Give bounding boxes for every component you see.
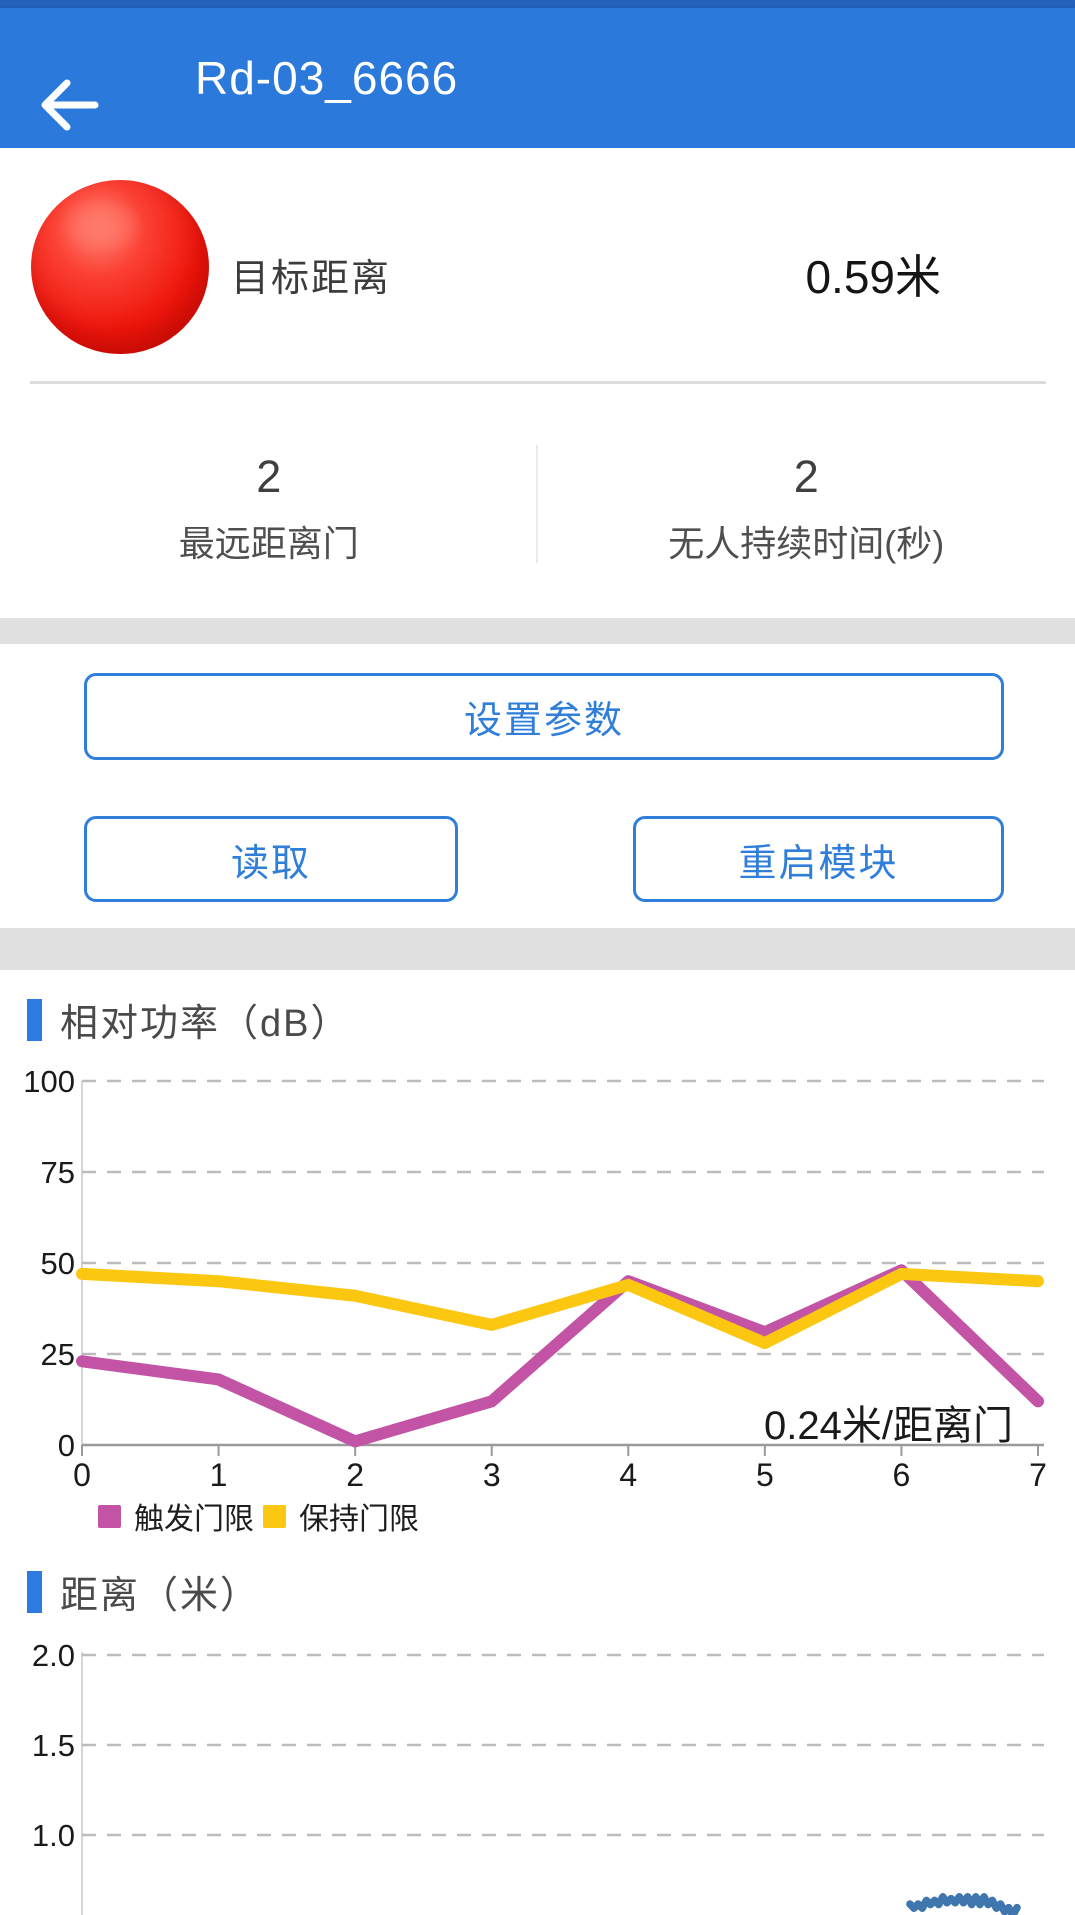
power-chart: 0 25 50 75 100 0 1 2 3 4 5 6 7 0.24米/距离门	[23, 1064, 1047, 1493]
legend-swatch	[263, 1504, 286, 1528]
page-title: Rd-03_6666	[195, 52, 459, 104]
power-chart-title: 相对功率（dB）	[27, 992, 350, 1047]
section-separator	[0, 618, 1075, 644]
stat-max-gate: 2 最远距离门	[0, 420, 538, 618]
y-tick-label: 75	[41, 1155, 75, 1190]
x-tick-label: 6	[893, 1457, 911, 1493]
y-tick-label: 2.0	[32, 1640, 75, 1673]
y-tick-label: 25	[41, 1337, 75, 1372]
presence-indicator-light	[31, 180, 209, 354]
read-button[interactable]: 读取	[84, 816, 458, 902]
legend-item-触发门限: 触发门限	[98, 1494, 254, 1538]
divider	[30, 381, 1046, 384]
stat-unmanned-duration: 2 无人持续时间(秒)	[538, 420, 1075, 618]
chart-legend: 触发门限 保持门限	[98, 1494, 419, 1538]
set-params-button[interactable]: 设置参数	[84, 673, 1004, 760]
x-tick-label: 0	[73, 1457, 91, 1493]
x-tick-label: 4	[619, 1457, 637, 1493]
stat-value: 2	[256, 451, 282, 502]
x-tick-label: 7	[1029, 1457, 1047, 1493]
title-accent-bar	[27, 998, 42, 1041]
title-accent-bar	[27, 1570, 42, 1613]
y-tick-label: 100	[23, 1064, 75, 1099]
series-距离	[906, 1893, 1021, 1915]
y-tick-label: 50	[41, 1246, 75, 1281]
actions-section: 设置参数 读取 重启模块	[0, 644, 1075, 928]
target-section: 目标距离 0.59米	[0, 148, 1075, 420]
y-tick-label: 1.0	[32, 1818, 75, 1853]
legend-item-保持门限: 保持门限	[263, 1494, 419, 1538]
x-tick-label: 3	[483, 1457, 501, 1493]
x-tick-label: 1	[210, 1457, 228, 1493]
y-tick-label: 0	[58, 1428, 75, 1463]
legend-swatch	[98, 1504, 121, 1528]
section-separator	[0, 928, 1075, 970]
series-保持门限	[76, 1267, 1044, 1350]
legend-label: 触发门限	[134, 1503, 254, 1536]
target-distance-value: 0.59米	[805, 251, 941, 303]
vertical-divider	[536, 445, 538, 563]
distance-chart-title: 距离（米）	[27, 1564, 260, 1619]
stats-section: 2 最远距离门 2 无人持续时间(秒)	[0, 420, 1075, 618]
stat-value: 2	[793, 451, 819, 502]
restart-module-button[interactable]: 重启模块	[633, 816, 1004, 902]
gate-resolution-annotation: 0.24米/距离门	[764, 1404, 1013, 1448]
chart-title-text: 距离（米）	[60, 1575, 261, 1617]
back-button[interactable]	[38, 36, 114, 131]
legend-label: 保持门限	[299, 1503, 419, 1536]
y-tick-label: 1.5	[32, 1728, 75, 1763]
stat-label: 无人持续时间(秒)	[668, 523, 945, 564]
x-tick-label: 5	[756, 1457, 774, 1493]
target-distance-label: 目标距离	[231, 258, 392, 300]
distance-chart: 2.0 1.5 1.0	[32, 1640, 1044, 1915]
status-bar-strip	[0, 0, 1075, 8]
chart-title-text: 相对功率（dB）	[60, 1003, 351, 1045]
app-bar: Rd-03_6666	[0, 8, 1075, 148]
x-tick-label: 2	[346, 1457, 364, 1493]
stat-label: 最远距离门	[178, 523, 359, 564]
